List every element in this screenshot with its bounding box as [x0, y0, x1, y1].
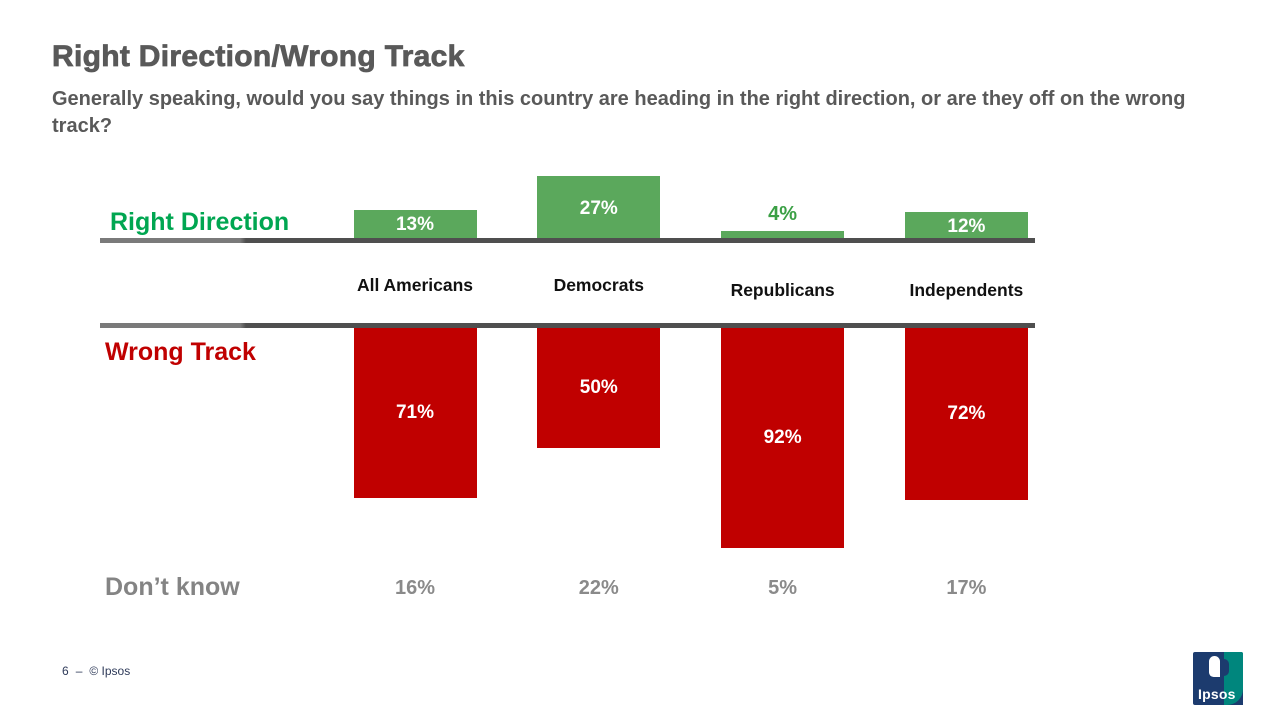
dont-know-value: 16%	[394, 577, 436, 599]
series-label-dont-know: Don’t know	[105, 573, 240, 601]
category-label: All Americans	[356, 275, 474, 295]
wrong-track-value: 72%	[947, 402, 986, 424]
right-direction-value: 12%	[947, 215, 986, 237]
series-label-wrong-track: Wrong Track	[105, 338, 256, 366]
ipsos-logo-face-icon	[1209, 656, 1220, 677]
wrong-track-bar: 92%	[721, 327, 845, 549]
wrong-track-bar: 71%	[353, 327, 477, 498]
page-title: Right Direction/Wrong Track	[52, 40, 465, 74]
right-direction-bar: 27%	[537, 176, 661, 241]
ipsos-logo-face-icon	[1221, 659, 1229, 676]
copyright-text: © Ipsos	[89, 664, 131, 678]
category-label: Democrats	[553, 275, 645, 295]
right-direction-value: 4%	[768, 203, 798, 226]
ipsos-logo-text: Ipsos	[1198, 686, 1236, 702]
slide-footer: 6 – © Ipsos	[62, 664, 130, 678]
wrong-track-bar: 50%	[537, 327, 661, 448]
wrong-track-bar: 72%	[904, 327, 1028, 501]
series-label-right-direction: Right Direction	[110, 208, 290, 236]
wrong-track-baseline	[100, 323, 1035, 328]
dont-know-value: 22%	[578, 577, 619, 599]
right-direction-baseline	[100, 238, 1035, 243]
page-number: 6	[62, 664, 69, 678]
right-direction-bar	[721, 231, 845, 241]
right-direction-bar: 12%	[904, 212, 1028, 241]
right-direction-bar: 13%	[353, 209, 477, 241]
dont-know-value: 17%	[946, 577, 987, 599]
ipsos-logo: Ipsos	[1193, 652, 1243, 705]
footer-separator: –	[75, 664, 83, 678]
wrong-track-value: 50%	[579, 376, 618, 398]
survey-question-text: Generally speaking, would you say things…	[52, 88, 1186, 137]
dont-know-value: 5%	[768, 577, 798, 599]
wrong-track-value: 92%	[763, 426, 802, 448]
right-direction-value: 13%	[395, 214, 435, 236]
category-label: Republicans	[730, 280, 835, 300]
category-label: Independents	[909, 280, 1024, 300]
wrong-track-value: 71%	[395, 401, 435, 423]
right-direction-value: 27%	[579, 197, 618, 219]
